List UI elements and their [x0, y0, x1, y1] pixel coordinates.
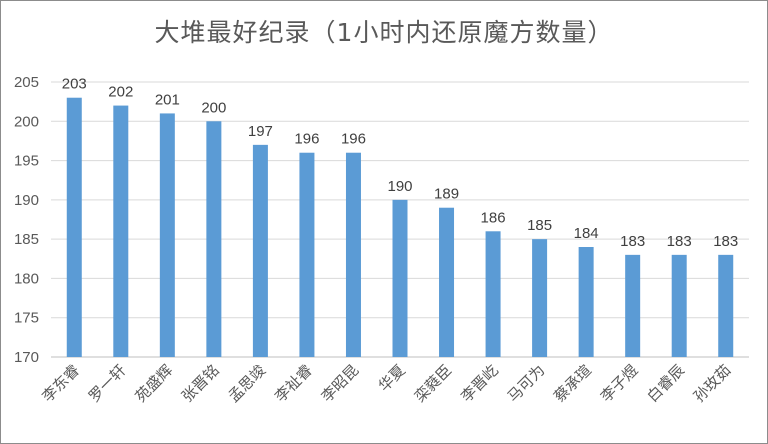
bar [578, 247, 594, 357]
bar [113, 105, 129, 357]
category-label: 李东睿 [39, 361, 84, 406]
bar [439, 207, 455, 357]
data-label: 200 [201, 99, 226, 116]
bar [299, 152, 315, 357]
data-label: 183 [667, 233, 692, 250]
bar [66, 97, 82, 357]
category-label: 李昭昆 [318, 361, 363, 406]
category-label: 华夏 [375, 361, 409, 395]
data-label: 202 [108, 84, 133, 101]
bar [252, 144, 268, 357]
category-label: 孟思竣 [225, 361, 270, 406]
data-label: 186 [481, 209, 506, 226]
data-label: 196 [294, 131, 319, 148]
y-tick-label: 190 [14, 192, 39, 209]
data-label: 201 [155, 91, 180, 108]
bar [159, 113, 175, 357]
y-tick-label: 170 [14, 349, 39, 366]
data-label: 196 [341, 131, 366, 148]
bar [345, 152, 361, 357]
bar [625, 254, 641, 357]
bar [392, 199, 408, 357]
category-label: 李晋屹 [457, 361, 502, 406]
y-tick-label: 205 [14, 74, 39, 91]
category-label: 苑盛辉 [132, 361, 177, 406]
bars [66, 97, 734, 358]
category-labels: 李东睿 罗一轩 苑盛辉 张晋铭 孟思竣 李祉睿 李昭昆 华夏 栾蕤臣 李晋屹 马可为 蔡承瑄 李子煜 白睿… [39, 361, 735, 406]
y-tick-label: 195 [14, 153, 39, 170]
category-label: 白睿辰 [643, 361, 688, 406]
y-tick-label: 185 [14, 231, 39, 248]
category-label: 罗一轩 [85, 361, 130, 406]
data-label: 197 [248, 123, 273, 140]
data-label: 185 [527, 217, 552, 234]
chart-title: 大堆最好纪录（1小时内还原魔方数量） [154, 18, 614, 47]
data-label: 189 [434, 186, 459, 203]
data-label: 203 [62, 76, 87, 93]
category-label: 李子煜 [597, 361, 642, 406]
bar [718, 254, 734, 357]
data-label: 184 [574, 225, 599, 242]
y-tick-label: 180 [14, 270, 39, 287]
y-tick-label: 175 [14, 310, 39, 327]
bar [671, 254, 687, 357]
bar [485, 231, 501, 357]
y-axis-ticks: 170 175 180 185 190 195 200 205 [14, 74, 39, 366]
data-label: 190 [387, 178, 412, 195]
data-label: 183 [713, 233, 738, 250]
y-tick-label: 200 [14, 113, 39, 130]
category-label: 栾蕤臣 [411, 361, 456, 406]
category-label: 蔡承瑄 [550, 361, 595, 406]
data-labels: 203 202 201 200 197 196 196 190 189 186 185 184 183 1… [62, 76, 738, 250]
category-label: 马可为 [504, 361, 549, 406]
bar [206, 121, 222, 358]
bar [532, 239, 548, 357]
category-label: 李祉睿 [271, 361, 316, 406]
category-label: 张晋铭 [178, 361, 223, 406]
data-label: 183 [620, 233, 645, 250]
category-label: 孙玫茹 [690, 361, 735, 406]
